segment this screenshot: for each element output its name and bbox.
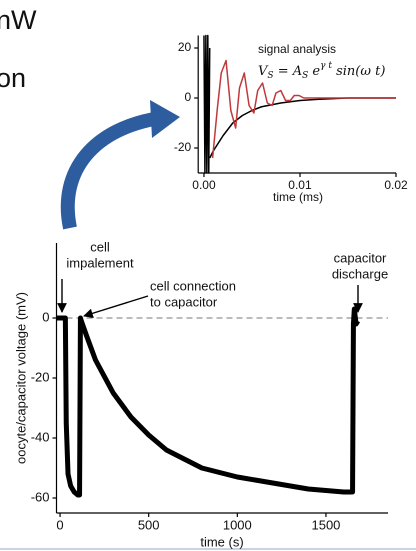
formula-part: V: [258, 64, 269, 79]
slide-text: nW: [0, 5, 37, 35]
y-axis-label: oocyte/capacitor voltage (mV): [13, 292, 28, 464]
y-tick-label: 20: [178, 40, 192, 54]
annotation-arrow: [83, 295, 149, 319]
slide-text: on: [0, 63, 26, 93]
x-tick-label: 0: [56, 517, 63, 532]
annotation: cell connection: [150, 278, 236, 293]
y-tick-label: 0: [42, 309, 49, 324]
x-tick-label: 0.02: [384, 178, 408, 192]
connector-arrow-head: [150, 100, 180, 138]
annotation: signal analysis: [258, 42, 336, 56]
x-tick-label: 0.01: [288, 178, 312, 192]
annotation: impalement: [66, 255, 134, 270]
data-line: [203, 34, 211, 174]
y-tick-label: -60: [31, 489, 50, 504]
y-tick-label: -20: [31, 369, 50, 384]
formula-part: γ t: [320, 61, 332, 71]
formula: VS = AS eγ t sin(ω t): [258, 61, 385, 81]
y-tick-label: -40: [31, 429, 50, 444]
y-tick-label: 0: [185, 90, 192, 104]
inset-chart: 20 0 -20 0.00 0.01 0.02 time (ms) signal analys…: [174, 34, 408, 204]
x-axis-label: time (ms): [273, 190, 323, 204]
y-tick-label: -20: [174, 140, 192, 154]
data-line: [211, 59, 396, 159]
annotation: to capacitor: [150, 294, 218, 309]
x-axis-label: time (s): [200, 534, 243, 549]
x-tick-label: 0.00: [192, 178, 216, 192]
annotation: cell: [90, 239, 110, 254]
data-line: [56, 306, 361, 498]
formula-part: S: [267, 71, 273, 81]
formula-part: sin(ω t): [332, 64, 385, 79]
annotation: capacitor: [334, 250, 387, 265]
formula-part: S: [302, 71, 308, 81]
formula-part: e: [308, 64, 320, 79]
formula-part: = A: [274, 64, 303, 79]
annotation: discharge: [332, 266, 388, 281]
main-chart: 0 -20 -40 -60 0 500 1000 1500 time (s) oocyte/cap…: [13, 239, 388, 549]
x-tick-label: 1000: [223, 517, 252, 532]
x-tick-label: 1500: [311, 517, 340, 532]
connector-arrow: [60, 111, 162, 230]
x-tick-label: 500: [138, 517, 160, 532]
